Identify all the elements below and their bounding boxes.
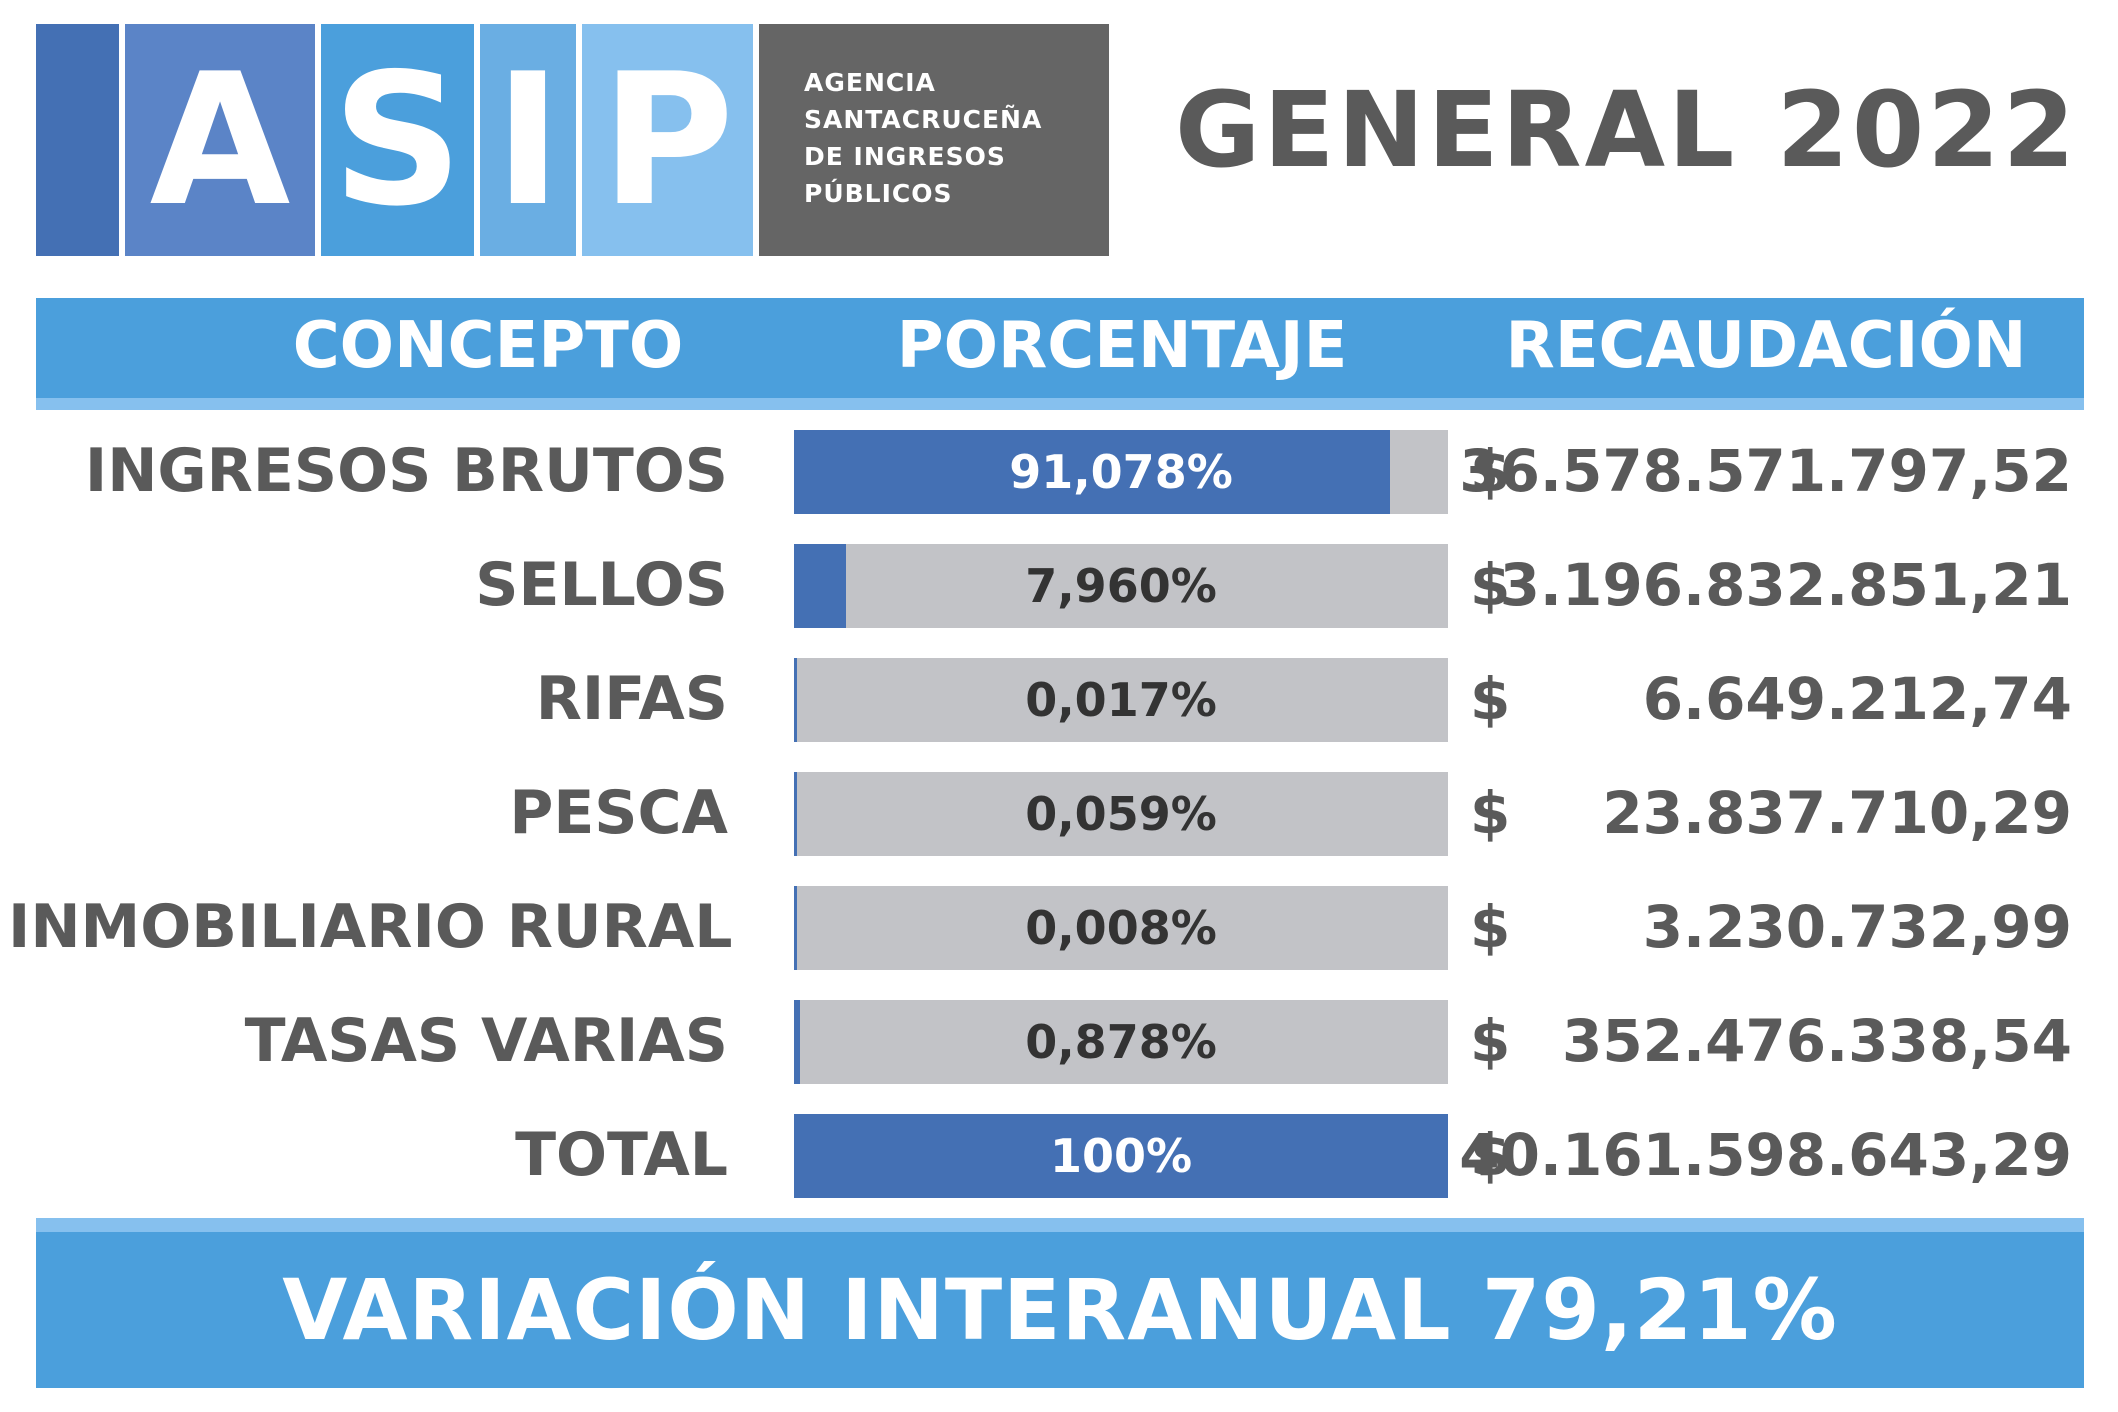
table-header: CONCEPTO PORCENTAJE RECAUDACIÓN: [36, 298, 2084, 410]
percentage-value-label: 0,059%: [1025, 787, 1217, 841]
percentage-bar-fill: [794, 430, 1390, 514]
table-row: TASAS VARIAS 0,878% $352.476.338,54: [0, 1000, 2118, 1084]
logo-agency-name-line: AGENCIA: [804, 68, 936, 97]
collection-amount: 36.578.571.797,52: [1459, 437, 2072, 505]
collection-amount: 3.230.732,99: [1642, 893, 2072, 961]
page-title: GENERAL 2022: [1175, 69, 2078, 191]
row-concept: RIFAS: [535, 664, 728, 734]
table-row: INGRESOS BRUTOS 91,078% $36.578.571.797,52: [0, 430, 2118, 514]
percentage-bar-track: 0,017%: [794, 658, 1448, 742]
footer-banner: VARIACIÓN INTERANUAL 79,21%: [36, 1218, 2084, 1388]
collection-amount: 40.161.598.643,29: [1459, 1121, 2072, 1189]
table-row: INMOBILIARIO RURAL 0,008% $3.230.732,99: [0, 886, 2118, 970]
logo-agency-name-line: SANTACRUCEÑA: [804, 105, 1043, 134]
table-row: TOTAL 100% $40.161.598.643,29: [0, 1114, 2118, 1198]
row-concept: TOTAL: [515, 1120, 728, 1190]
percentage-bar-fill: [794, 1000, 800, 1084]
row-concept: TASAS VARIAS: [244, 1006, 728, 1076]
percentage-bar-fill: [794, 772, 797, 856]
percentage-value-label: 100%: [1049, 1129, 1193, 1183]
currency-symbol: $: [1470, 437, 1511, 505]
currency-symbol: $: [1470, 551, 1511, 619]
percentage-value-label: 91,078%: [1009, 445, 1233, 499]
percentage-bar-track: 0,878%: [794, 1000, 1448, 1084]
percentage-value-label: 0,878%: [1025, 1015, 1217, 1069]
percentage-bar-fill: [794, 886, 797, 970]
collection-amount: 3.196.832.851,21: [1499, 551, 2072, 619]
collection-amount: 352.476.338,54: [1561, 1007, 2072, 1075]
table-row: PESCA 0,059% $23.837.710,29: [0, 772, 2118, 856]
row-concept: INGRESOS BRUTOS: [84, 436, 728, 506]
percentage-bar-track: 91,078%: [794, 430, 1448, 514]
row-concept: PESCA: [509, 778, 728, 848]
logo-agency-name: AGENCIA SANTACRUCEÑA DE INGRESOS PÚBLICO…: [759, 24, 1109, 256]
header-collection: RECAUDACIÓN: [1505, 309, 2027, 383]
collection-amount: 6.649.212,74: [1642, 665, 2072, 733]
header-percentage: PORCENTAJE: [896, 309, 1348, 383]
percentage-value-label: 0,008%: [1025, 901, 1217, 955]
percentage-bar-track: 7,960%: [794, 544, 1448, 628]
interannual-variation: VARIACIÓN INTERANUAL 79,21%: [282, 1261, 1838, 1359]
percentage-bar-fill: [794, 544, 846, 628]
logo-letter-p: P: [582, 24, 753, 256]
percentage-bar-track: 0,008%: [794, 886, 1448, 970]
logo-agency-name-line: DE INGRESOS: [804, 142, 1006, 171]
currency-symbol: $: [1470, 665, 1511, 733]
currency-symbol: $: [1470, 1007, 1511, 1075]
logo-letter-a: A: [125, 24, 315, 256]
logo-block-bar: [36, 24, 119, 256]
percentage-bar-fill: [794, 1114, 1448, 1198]
table-row: RIFAS 0,017% $6.649.212,74: [0, 658, 2118, 742]
percentage-value-label: 7,960%: [1025, 559, 1217, 613]
percentage-bar-track: 100%: [794, 1114, 1448, 1198]
logo-letter-s: S: [321, 24, 474, 256]
row-concept: SELLOS: [475, 550, 728, 620]
header-concept: CONCEPTO: [292, 309, 684, 383]
logo-agency-name-line: PÚBLICOS: [804, 179, 953, 208]
percentage-value-label: 0,017%: [1025, 673, 1217, 727]
row-concept: INMOBILIARIO RURAL: [8, 892, 733, 962]
asip-logo: A S I P AGENCIA SANTACRUCEÑA DE INGRESOS…: [36, 24, 1109, 256]
logo-letter-i: I: [480, 24, 576, 256]
percentage-bar-fill: [794, 658, 797, 742]
currency-symbol: $: [1470, 779, 1511, 847]
collection-amount: 23.837.710,29: [1602, 779, 2072, 847]
table-row: SELLOS 7,960% $3.196.832.851,21: [0, 544, 2118, 628]
percentage-bar-track: 0,059%: [794, 772, 1448, 856]
currency-symbol: $: [1470, 1121, 1511, 1189]
currency-symbol: $: [1470, 893, 1511, 961]
